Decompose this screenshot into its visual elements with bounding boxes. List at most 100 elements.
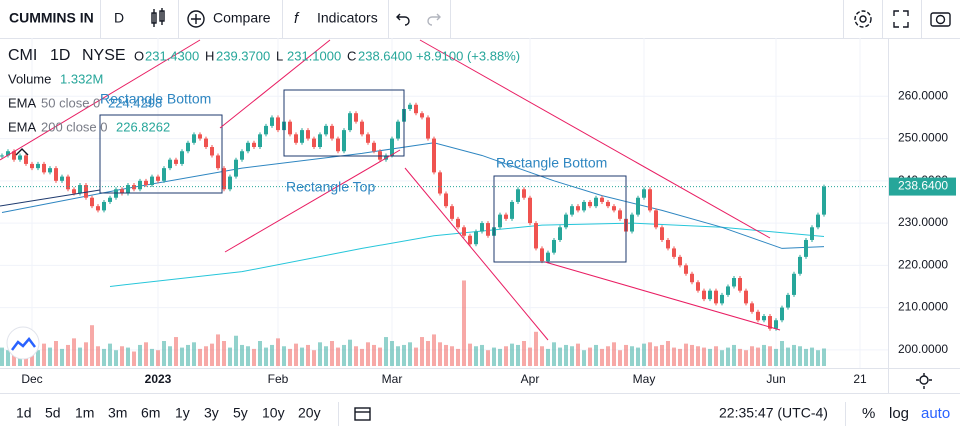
candle [816,214,820,228]
legend-volume: Volume [8,71,51,86]
volume-bar [498,348,502,366]
screenshot[interactable] [930,12,951,27]
undo[interactable] [396,13,410,26]
volume-bar [90,325,94,366]
volume-bar [564,344,568,366]
volume-bar [108,343,112,366]
candle [264,125,268,135]
volume-bar [222,341,226,366]
candle [96,206,100,211]
range-button[interactable]: 1d [16,405,32,421]
candle [798,256,802,274]
volume-bar [300,347,304,366]
legend-exchange: NYSE [82,47,126,64]
candle [0,155,4,157]
volume-bar [726,347,730,366]
range-button[interactable]: 1y [175,405,190,421]
candle [132,185,136,190]
volume-bar [756,347,760,366]
range-button[interactable]: 20y [298,405,321,421]
candle [474,231,478,245]
range-button[interactable]: 5d [45,405,61,421]
volume-bar [474,346,478,366]
volume-bar [768,346,772,366]
compare[interactable]: Compare [213,10,271,26]
range-button[interactable]: 3m [108,405,127,421]
range-button[interactable]: 6m [141,405,160,421]
candle [762,316,766,321]
candle [702,290,706,300]
volume-bar [192,342,196,366]
range-button[interactable]: 3y [204,405,219,421]
collapse[interactable] [15,148,29,156]
volume-bar [444,344,448,366]
candle [450,206,454,219]
candle [54,168,58,181]
candle [162,168,166,181]
candle [186,142,190,152]
legend-interval: 1D [50,47,70,64]
fx-icon[interactable]: f [294,10,300,27]
auto[interactable]: auto [921,405,950,422]
volume-bar [504,346,508,366]
range-button[interactable]: 5y [233,405,248,421]
calendar-icon[interactable] [354,407,371,421]
candle [312,138,316,148]
volume-bar [84,342,88,366]
volume-bar [150,348,154,366]
volume-bar [318,342,322,366]
volume-bar [582,350,586,366]
candle [216,155,220,169]
log[interactable]: log [889,405,909,422]
volume-bar [264,347,268,366]
volume-bar [732,344,736,366]
candle [720,294,724,304]
candle [30,163,34,169]
volume-bar [510,343,514,366]
candle [546,252,550,262]
volume-bar [282,346,286,366]
candle [174,159,178,164]
volume-bar [816,350,820,366]
candle [690,273,694,283]
volume-bar [612,342,616,366]
volume-bar [492,347,496,366]
candle [660,227,664,240]
volume-bar [426,341,430,366]
range-button[interactable]: 10y [262,405,285,421]
interval[interactable]: D [114,10,124,26]
x-tick-label: Jun [766,372,785,386]
candle [498,214,502,228]
volume-bar [72,338,76,366]
volume-bar [456,348,460,366]
settings[interactable] [854,10,872,28]
legend-ema-params: 200 close 0 [41,119,108,134]
candle [72,189,76,194]
axis-settings[interactable] [916,373,932,389]
indicators[interactable]: Indicators [317,10,378,26]
y-tick-label: 260.0000 [898,88,948,102]
candle [108,197,112,202]
candle [234,159,238,177]
candle [810,227,814,240]
compare-icon[interactable] [187,10,205,28]
fullscreen[interactable] [893,10,909,28]
range-button[interactable]: 1m [75,405,94,421]
volume-bar [714,346,718,366]
volume-bar [168,346,172,366]
percent[interactable]: % [862,405,875,422]
volume-bar [204,346,208,366]
volume-bar [240,344,244,366]
volume-bar [402,344,406,366]
symbol[interactable]: CUMMINS IN [9,10,94,26]
volume-bar [366,342,370,366]
candle [444,193,448,207]
volume-bar [810,347,814,366]
candle-icon[interactable] [151,8,165,27]
candle [168,159,172,169]
candle [246,142,250,152]
redo[interactable] [427,13,441,26]
candle [48,168,52,173]
candle [618,210,622,219]
